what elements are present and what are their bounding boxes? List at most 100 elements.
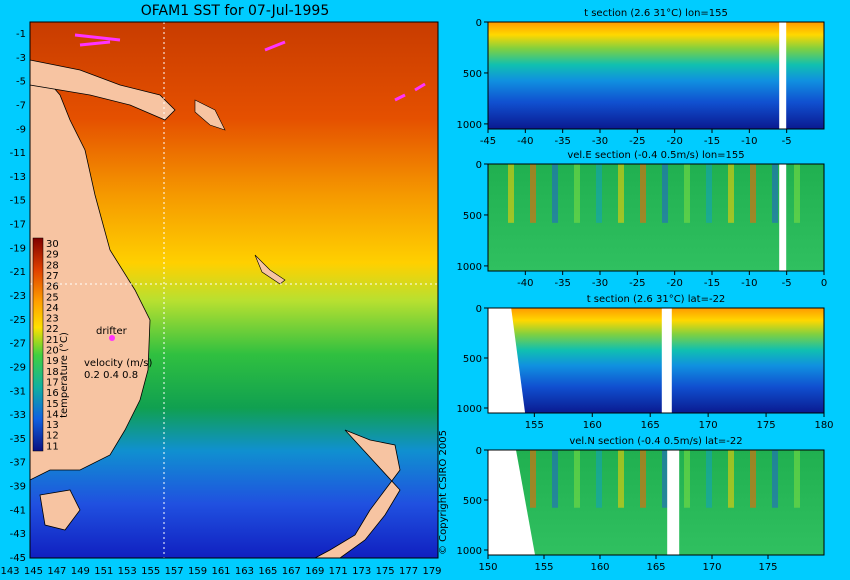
section-title: t section (2.6 31°C) lat=-22 <box>587 294 726 305</box>
velocity-streak <box>794 450 800 508</box>
velocity-streak <box>530 164 536 223</box>
velocity-streak <box>772 450 778 508</box>
lat-tick-label: -25 <box>10 315 26 326</box>
colorbar-tick-label: 21 <box>46 335 59 346</box>
x-tick-label: 165 <box>641 420 660 431</box>
lon-tick-label: 145 <box>24 566 43 577</box>
lat-tick-label: -21 <box>10 267 26 278</box>
velocity-streak <box>772 164 778 223</box>
lat-tick-label: -41 <box>10 505 26 516</box>
section-plot: vel.E section (-0.4 0.5m/s) lon=155 -40 -3… <box>457 150 828 289</box>
colorbar-tick-label: 27 <box>46 271 59 282</box>
velocity-streak <box>640 450 646 508</box>
velocity-streak <box>574 450 580 508</box>
velocity-streak <box>750 164 756 223</box>
lat-tick-label: -19 <box>10 243 26 254</box>
lat-tick-label: -35 <box>10 434 26 445</box>
x-tick-label: -20 <box>666 278 682 289</box>
x-tick-label: -10 <box>741 278 757 289</box>
section-plot: t section (2.6 31°C) lon=155 -45 -40 -35 -30… <box>457 8 825 147</box>
new-guinea-landmass <box>29 59 176 121</box>
lon-tick-label: 155 <box>141 566 160 577</box>
x-tick-label: -35 <box>554 278 570 289</box>
colorbar-tick-label: 23 <box>46 314 59 325</box>
lat-tick-label: -11 <box>10 148 26 159</box>
colorbar-title: temperature (°C) <box>59 332 70 418</box>
colorbar-tick-label: 15 <box>46 399 59 410</box>
colorbar-tick-label: 22 <box>46 324 59 335</box>
section-frame <box>487 21 825 130</box>
x-tick-label: -5 <box>782 136 792 147</box>
y-tick-label: 1000 <box>457 120 482 131</box>
section-heatmap <box>488 22 824 129</box>
lat-tick-label: -23 <box>10 291 26 302</box>
lat-tick-label: -37 <box>10 458 26 469</box>
x-tick-label: -20 <box>666 136 682 147</box>
lat-tick-label: -15 <box>10 196 26 207</box>
lon-tick-label: 143 <box>0 566 19 577</box>
colorbar-tick-label: 29 <box>46 250 59 261</box>
velocity-label: velocity (m/s) <box>84 358 152 369</box>
lat-tick-label: -13 <box>10 172 26 183</box>
x-tick-label: -30 <box>592 278 608 289</box>
lat-tick-label: -45 <box>10 553 26 564</box>
lat-tick-label: -33 <box>10 410 26 421</box>
x-tick-label: 175 <box>757 420 776 431</box>
velocity-streak <box>574 164 580 223</box>
lat-tick-label: -27 <box>10 339 26 350</box>
colorbar-tick-label: 30 <box>46 239 59 250</box>
x-tick-label: -15 <box>704 136 720 147</box>
section-heatmap <box>488 308 824 413</box>
x-tick-label: -25 <box>629 278 645 289</box>
lat-tick-label: -29 <box>10 362 26 373</box>
lon-tick-label: 163 <box>235 566 254 577</box>
drifter-label: drifter <box>96 326 128 337</box>
lon-tick-label: 167 <box>282 566 301 577</box>
x-tick-label: 150 <box>478 562 497 573</box>
velocity-streak <box>618 164 624 223</box>
section-frame <box>487 307 825 414</box>
lon-tick-label: 151 <box>94 566 113 577</box>
colorbar-tick-label: 11 <box>46 441 59 452</box>
lat-tick-label: -39 <box>10 482 26 493</box>
lon-tick-label: 179 <box>422 566 441 577</box>
lat-tick-label: -5 <box>16 77 26 88</box>
lat-tick-label: -31 <box>10 386 26 397</box>
lon-tick-label: 177 <box>399 566 418 577</box>
lat-tick-label: -17 <box>10 220 26 231</box>
section-title: vel.N section (-0.4 0.5m/s) lat=-22 <box>569 436 742 447</box>
y-tick-label: 500 <box>463 496 482 507</box>
y-tick-label: 1000 <box>457 546 482 557</box>
section-heatmap <box>488 450 824 555</box>
colorbar: 3029282726252423222120191817161514131211… <box>32 237 70 452</box>
colorbar-tick-label: 20 <box>46 346 59 357</box>
colorbar-ramp <box>32 237 44 452</box>
land-gap <box>661 308 672 413</box>
lat-tick-label: -9 <box>16 124 26 135</box>
velocity-streak <box>596 164 602 223</box>
velocity-streak <box>684 450 690 508</box>
x-tick-label: -10 <box>741 136 757 147</box>
colorbar-tick-label: 19 <box>46 356 59 367</box>
land-mask <box>488 308 526 413</box>
lon-tick-labels: 143 145 147 149 151 153 155 157 159 161 163 165 167 1… <box>0 566 441 577</box>
y-tick-label: 500 <box>463 354 482 365</box>
x-tick-label: -45 <box>480 136 496 147</box>
section-title: t section (2.6 31°C) lon=155 <box>584 8 728 19</box>
velocity-streak <box>794 164 800 223</box>
section-plot: vel.N section (-0.4 0.5m/s) lat=-22 150 15… <box>457 436 825 573</box>
copyright-text: © Copyright CSIRO 2005 <box>438 430 449 555</box>
colorbar-tick-label: 16 <box>46 388 59 399</box>
y-tick-label: 500 <box>463 211 482 222</box>
velocity-streak <box>728 450 734 508</box>
section-title: vel.E section (-0.4 0.5m/s) lon=155 <box>567 150 744 161</box>
colorbar-tick-label: 12 <box>46 431 59 442</box>
lat-tick-label: -1 <box>16 29 26 40</box>
velocity-streak <box>552 450 558 508</box>
x-tick-label: 175 <box>758 562 777 573</box>
x-tick-label: -35 <box>554 136 570 147</box>
land-gap <box>779 22 787 129</box>
y-tick-label: 1000 <box>457 262 482 273</box>
